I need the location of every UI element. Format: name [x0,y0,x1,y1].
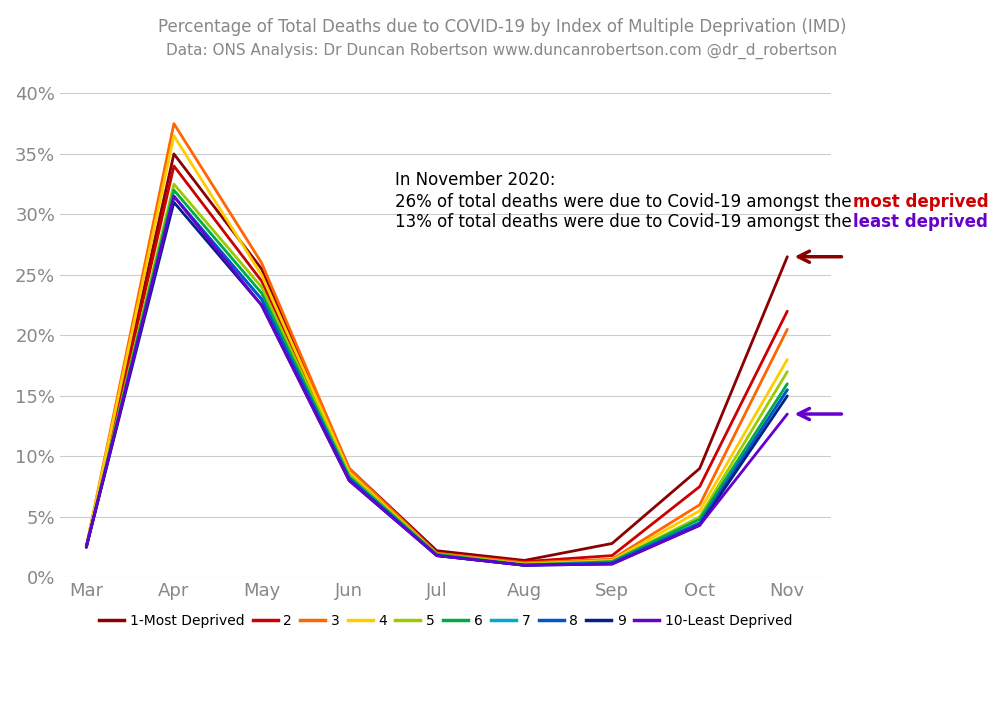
Legend: 1-Most Deprived, 2, 3, 4, 5, 6, 7, 8, 9, 10-Least Deprived: 1-Most Deprived, 2, 3, 4, 5, 6, 7, 8, 9,… [93,608,796,633]
Text: most deprived: most deprived [853,193,988,211]
Text: Data: ONS Analysis: Dr Duncan Robertson www.duncanrobertson.com @dr_d_robertson: Data: ONS Analysis: Dr Duncan Robertson … [166,43,837,59]
Text: 26% of total deaths were due to Covid-19 amongst the: 26% of total deaths were due to Covid-19… [395,193,857,211]
Text: In November 2020:: In November 2020: [395,171,556,188]
Text: Percentage of Total Deaths due to COVID-19 by Index of Multiple Deprivation (IMD: Percentage of Total Deaths due to COVID-… [157,18,846,36]
Text: least deprived: least deprived [853,213,987,231]
Text: 13% of total deaths were due to Covid-19 amongst the: 13% of total deaths were due to Covid-19… [395,213,857,231]
